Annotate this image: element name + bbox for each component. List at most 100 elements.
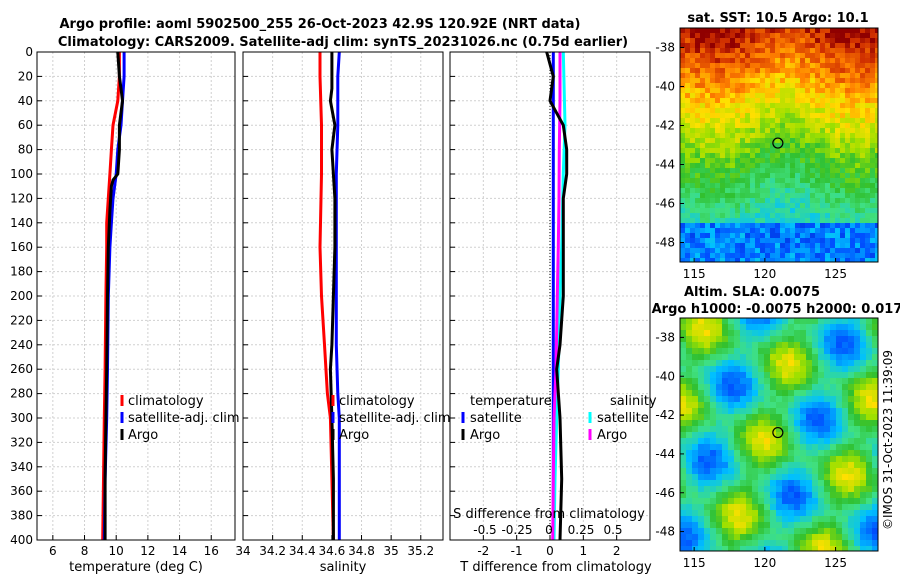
- map-y-tick-label: -42: [655, 408, 675, 422]
- map-y-tick-label: -44: [655, 158, 675, 172]
- map-frame: [679, 317, 879, 552]
- x-tick-label: 14: [172, 544, 187, 558]
- x-tick-label: 10: [109, 544, 124, 558]
- y-tick-label: 140: [10, 216, 33, 230]
- y-tick-label: 120: [10, 191, 33, 205]
- y-tick-label: 0: [25, 45, 33, 59]
- y-tick-label: 340: [10, 460, 33, 474]
- x-tick-label: 34.2: [259, 544, 286, 558]
- legend-title-salinity: salinity: [610, 394, 657, 409]
- y-tick-label: 300: [10, 411, 33, 425]
- sst-map-title: sat. SST: 10.5 Argo: 10.1: [687, 11, 868, 26]
- s-tick-label: 0.25: [568, 523, 595, 537]
- y-tick-label: 400: [10, 533, 33, 547]
- map-x-tick-label: 125: [824, 267, 847, 281]
- x-tick-label: 1: [580, 544, 588, 558]
- series-line-s-argo: [551, 52, 562, 541]
- sla-map-title-line1: Altim. SLA: 0.0075: [684, 285, 820, 300]
- legend-label-climatology: climatology: [339, 394, 415, 409]
- y-tick-label: 200: [10, 289, 33, 303]
- map-y-tick-label: -44: [655, 447, 675, 461]
- x-tick-label: 34.4: [289, 544, 316, 558]
- legend-label-sat_diff: satellite: [597, 411, 649, 426]
- y-tick-label: 160: [10, 240, 33, 254]
- legend-label-satellite: satellite: [470, 411, 522, 426]
- y-tick-label: 260: [10, 362, 33, 376]
- series-line-climatology: [101, 52, 121, 541]
- series-line-argo: [328, 52, 337, 540]
- argo-position-marker: [772, 137, 784, 149]
- x-tick-label: -1: [511, 544, 523, 558]
- legend-title-temperature: temperature: [470, 394, 552, 409]
- legend-label-argo: Argo: [470, 428, 500, 443]
- s-tick-label: -0.25: [501, 523, 532, 537]
- map-x-tick-label: 115: [683, 556, 706, 570]
- map-y-tick-label: -42: [655, 119, 675, 133]
- y-tick-label: 40: [18, 94, 33, 108]
- legend-label-climatology: climatology: [128, 394, 204, 409]
- series-line-argo: [103, 51, 124, 540]
- x-tick-label: -2: [477, 544, 489, 558]
- map-y-tick-label: -40: [655, 369, 675, 383]
- map-y-tick-label: -38: [655, 330, 675, 344]
- difference-panel: -2 -1 0 1 2 T difference from climatology temp…: [449, 51, 657, 575]
- y-tick-label: 20: [18, 69, 33, 83]
- y-tick-label: 380: [10, 509, 33, 523]
- series-line-t-argo: [545, 51, 569, 541]
- s-tick-label: 0.5: [603, 523, 622, 537]
- legend-label-sal_diff: Argo: [597, 428, 627, 443]
- map-x-tick-label: 120: [753, 267, 776, 281]
- x-tick-label: 35.2: [407, 544, 434, 558]
- x-tick-label: 34.8: [348, 544, 375, 558]
- map-x-tick-label: 125: [824, 556, 847, 570]
- x-tick-label: 12: [140, 544, 155, 558]
- map-y-tick-label: -46: [655, 486, 675, 500]
- temperature-panel: 6 8 10 12 14 16020406080100120140160180200220…: [10, 45, 240, 575]
- x-tick-label: 34.6: [319, 544, 346, 558]
- title-line2: Climatology: CARS2009. Satellite-adj cli…: [58, 35, 628, 50]
- salinity-panel: 34 34.2 34.4 34.6 34.8 35 35.2 salinity climatol…: [235, 51, 451, 575]
- y-tick-label: 360: [10, 484, 33, 498]
- x-tick-label: 6: [49, 544, 57, 558]
- sla-map-title-line2: Argo h1000: -0.0075 h2000: 0.017: [652, 302, 900, 317]
- x-tick-label: 34: [235, 544, 250, 558]
- y-tick-label: 280: [10, 387, 33, 401]
- s-difference-axis-label: S difference from climatology: [453, 507, 645, 522]
- x-tick-label: 16: [204, 544, 219, 558]
- x-tick-label: 0: [546, 544, 554, 558]
- map-y-tick-label: -40: [655, 80, 675, 94]
- x-axis-label: T difference from climatology: [459, 560, 652, 575]
- map-x-tick-label: 115: [683, 267, 706, 281]
- x-tick-label: 2: [613, 544, 621, 558]
- map-field: [680, 318, 878, 551]
- legend-label-argo: Argo: [339, 428, 369, 443]
- legend-label-argo: Argo: [128, 428, 158, 443]
- map-y-tick-label: -46: [655, 197, 675, 211]
- x-tick-label: 35: [384, 544, 399, 558]
- map-y-tick-label: -48: [655, 525, 675, 539]
- y-tick-label: 180: [10, 265, 33, 279]
- map-y-tick-label: -48: [655, 236, 675, 250]
- y-tick-label: 320: [10, 435, 33, 449]
- argo-position-marker: [772, 426, 784, 439]
- y-tick-label: 80: [18, 143, 33, 157]
- map-field: [680, 28, 878, 262]
- x-axis-label: salinity: [320, 560, 367, 575]
- y-tick-label: 220: [10, 313, 33, 327]
- legend-label-satellite: satellite-adj. clim: [128, 411, 240, 426]
- series-line-satellite-adj-clim: [334, 51, 341, 540]
- title-line1: Argo profile: aoml 5902500_255 26-Oct-20…: [60, 17, 581, 32]
- map-frame: [679, 27, 879, 263]
- map-x-tick-label: 120: [753, 556, 776, 570]
- x-tick-label: 8: [81, 544, 89, 558]
- legend-label-satellite: satellite-adj. clim: [339, 411, 451, 426]
- imos-watermark: ©IMOS 31-Oct-2023 11:39:09: [881, 350, 895, 530]
- y-tick-label: 100: [10, 167, 33, 181]
- y-tick-label: 240: [10, 338, 33, 352]
- y-tick-label: 60: [18, 118, 33, 132]
- sst-map-panel: 115 120 125 -38 -40 -42 -44 -46 -48: [655, 27, 879, 281]
- sla-map-panel: 115 120 125 -38 -40 -42 -44 -46 -48: [655, 317, 879, 570]
- x-axis-label: temperature (deg C): [69, 560, 203, 575]
- s-tick-label: 0: [545, 523, 553, 537]
